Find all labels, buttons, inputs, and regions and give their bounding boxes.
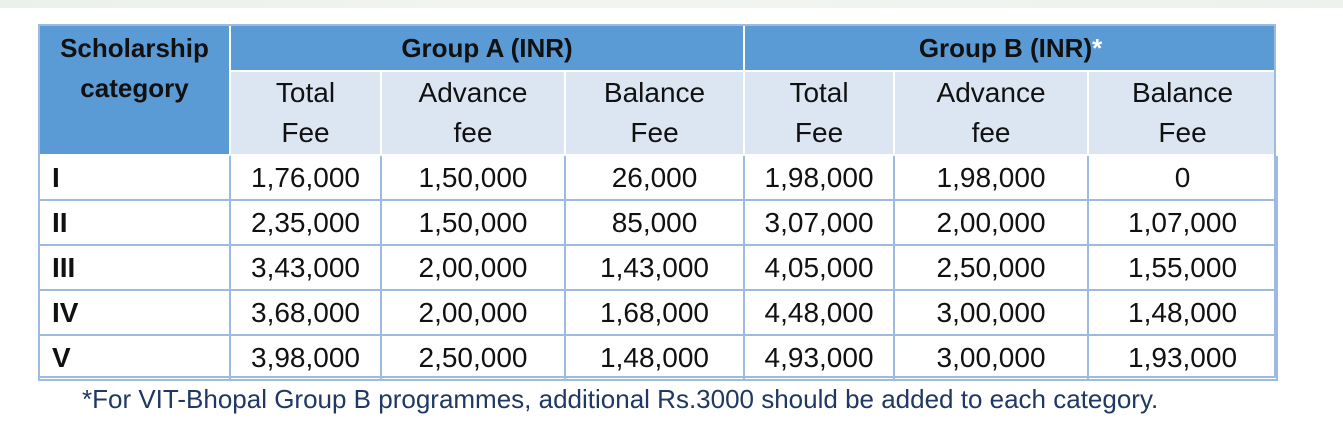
fee-cell: 3,00,000 (893, 289, 1090, 336)
fee-cell: 3,98,000 (229, 334, 382, 381)
group-a-header: Group A (INR) (228, 24, 746, 72)
subheader-line1: Advance (936, 77, 1046, 108)
fee-cell: 2,50,000 (893, 244, 1090, 291)
fee-cell: 1,50,000 (380, 154, 566, 201)
category-cell: II (38, 199, 231, 246)
category-header-line2: category (80, 73, 189, 103)
fee-cell: 1,93,000 (1087, 334, 1279, 381)
fee-cell: 85,000 (563, 199, 746, 246)
fee-cell: 2,50,000 (380, 334, 566, 381)
header-row-subcolumns: Total Fee Advance fee Balance Fee Total Fee Adva… (39, 70, 1279, 156)
category-cell: V (38, 334, 231, 381)
fee-cell: 4,93,000 (743, 334, 896, 381)
table-row: IV 3,68,000 2,00,000 1,68,000 4,48,000 3,00,0… (38, 289, 1279, 336)
group-b-header: Group B (INR)* (743, 24, 1279, 72)
fee-cell: 1,98,000 (893, 154, 1090, 201)
footnote: *For VIT-Bhopal Group B programmes, addi… (82, 384, 1159, 414)
fee-cell: 1,07,000 (1087, 199, 1279, 246)
fee-cell: 1,55,000 (1087, 244, 1279, 291)
table-row: V 3,98,000 2,50,000 1,48,000 4,93,000 3,00,00… (38, 334, 1279, 381)
fee-cell: 2,00,000 (380, 244, 566, 291)
fee-cell: 1,76,000 (229, 154, 382, 201)
subheader-line1: Balance (1131, 77, 1234, 108)
category-cell: III (38, 244, 231, 291)
subheader-line2: fee (971, 117, 1011, 148)
subheader-cell: Advance fee (380, 70, 566, 156)
fee-cell: 4,48,000 (743, 289, 896, 336)
subheader-line1: Total (275, 77, 336, 108)
subheader-cell: Balance Fee (1087, 70, 1279, 156)
fee-cell: 1,43,000 (563, 244, 746, 291)
group-b-title: Group B (INR) (918, 32, 1093, 63)
fee-cell: 4,05,000 (743, 244, 896, 291)
fee-cell: 3,43,000 (229, 244, 382, 291)
subheader-line1: Balance (603, 77, 706, 108)
subheader-cell: Balance Fee (563, 70, 746, 156)
subheader-line2: fee (453, 117, 493, 148)
table-row: III 3,43,000 2,00,000 1,43,000 4,05,000 2,50,… (38, 244, 1279, 291)
fee-cell: 1,48,000 (1087, 289, 1279, 336)
category-cell: I (38, 154, 231, 201)
subheader-line1: Advance (418, 77, 528, 108)
subheader-cell: Total Fee (743, 70, 896, 156)
subheader-line2: Fee (1158, 117, 1207, 148)
fee-cell: 1,98,000 (743, 154, 896, 201)
fee-cell: 2,00,000 (893, 199, 1090, 246)
fee-cell: 0 (1087, 154, 1279, 201)
subheader-line2: Fee (794, 117, 844, 148)
fee-cell: 2,00,000 (380, 289, 566, 336)
subheader-line2: Fee (281, 117, 330, 148)
subheader-line1: Total (789, 77, 849, 108)
table-row: I 1,76,000 1,50,000 26,000 1,98,000 1,98,000 0 (38, 154, 1279, 201)
category-cell: IV (38, 289, 231, 336)
category-header-line1: Scholarship (60, 33, 209, 63)
fee-cell: 2,35,000 (229, 199, 382, 246)
header-row-groups: Scholarship category Group A (INR) Group… (38, 24, 1279, 156)
fee-cell: 3,00,000 (893, 334, 1090, 381)
subheader-line2: Fee (630, 117, 679, 148)
subheader-cell: Total Fee (229, 70, 382, 156)
fee-cell: 3,68,000 (229, 289, 382, 336)
table-body: I 1,76,000 1,50,000 26,000 1,98,000 1,98,000 0… (38, 154, 1279, 381)
group-a-title: Group A (INR) (401, 32, 573, 63)
fee-cell: 1,48,000 (563, 334, 746, 381)
group-b-asterisk: * (1092, 32, 1103, 63)
fee-cell: 3,07,000 (743, 199, 896, 246)
category-column-header: Scholarship category (38, 24, 231, 156)
top-decorative-strip (0, 0, 1343, 8)
fee-cell: 1,68,000 (563, 289, 746, 336)
fee-cell: 1,50,000 (380, 199, 566, 246)
scholarship-fee-table: Scholarship category Group A (INR) Group… (38, 24, 1279, 381)
subheader-cell: Advance fee (893, 70, 1090, 156)
fee-cell: 26,000 (563, 154, 746, 201)
table-row: II 2,35,000 1,50,000 85,000 3,07,000 2,00,000… (38, 199, 1279, 246)
